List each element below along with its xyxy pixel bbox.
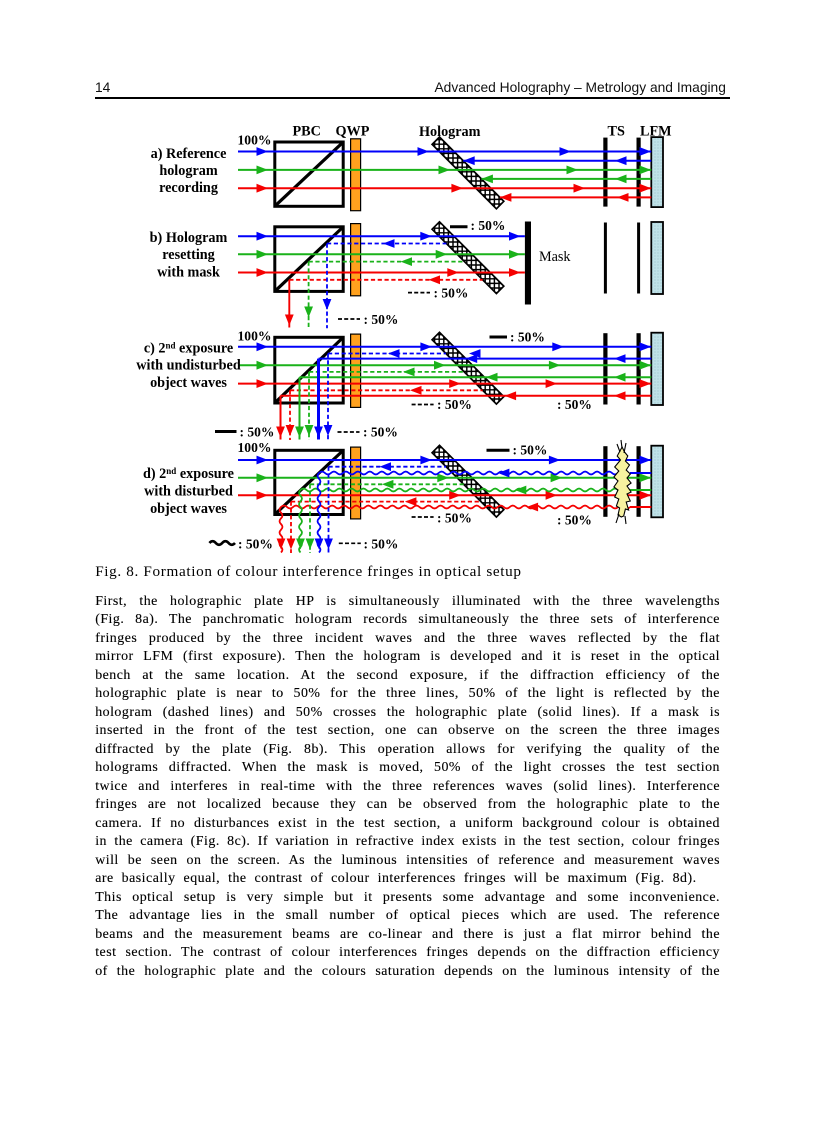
svg-text:: 50%: : 50% [364, 537, 399, 552]
svg-text:: 50%: : 50% [364, 312, 399, 327]
svg-text:: 50%: : 50% [437, 397, 472, 412]
svg-text:hologram: hologram [159, 163, 218, 179]
svg-text:100%: 100% [238, 440, 272, 455]
svg-text:PBC: PBC [293, 124, 321, 140]
svg-text:: 50%: : 50% [557, 513, 592, 528]
svg-text:TS: TS [608, 124, 625, 140]
svg-text:resetting: resetting [162, 247, 215, 263]
svg-text:: 50%: : 50% [471, 218, 506, 233]
svg-text:: 50%: : 50% [513, 443, 548, 458]
svg-text:100%: 100% [238, 329, 272, 344]
svg-text:: 50%: : 50% [363, 425, 398, 440]
svg-text:object waves: object waves [150, 501, 227, 517]
svg-text:: 50%: : 50% [434, 285, 469, 300]
svg-text:with mask: with mask [157, 265, 220, 281]
svg-text:with disturbed: with disturbed [144, 484, 233, 500]
svg-text:: 50%: : 50% [510, 330, 545, 345]
svg-text:QWP: QWP [336, 124, 370, 140]
svg-text:a) Reference: a) Reference [151, 146, 227, 162]
svg-text:Mask: Mask [539, 249, 571, 265]
svg-text:c) 2nd exposure: c) 2nd exposure [144, 341, 233, 357]
svg-text:Hologram: Hologram [419, 124, 481, 140]
svg-text:: 50%: : 50% [238, 537, 273, 552]
svg-text:: 50%: : 50% [557, 397, 592, 412]
svg-text:d) 2nd exposure: d) 2nd exposure [143, 466, 234, 482]
svg-text:b) Hologram: b) Hologram [150, 230, 228, 246]
svg-text:: 50%: : 50% [240, 425, 275, 440]
svg-text:LFM: LFM [640, 124, 672, 140]
svg-text:object waves: object waves [150, 375, 227, 391]
svg-text:: 50%: : 50% [437, 511, 472, 526]
svg-text:recording: recording [159, 180, 218, 196]
svg-text:100%: 100% [238, 133, 272, 148]
svg-text:with undisturbed: with undisturbed [136, 358, 241, 374]
